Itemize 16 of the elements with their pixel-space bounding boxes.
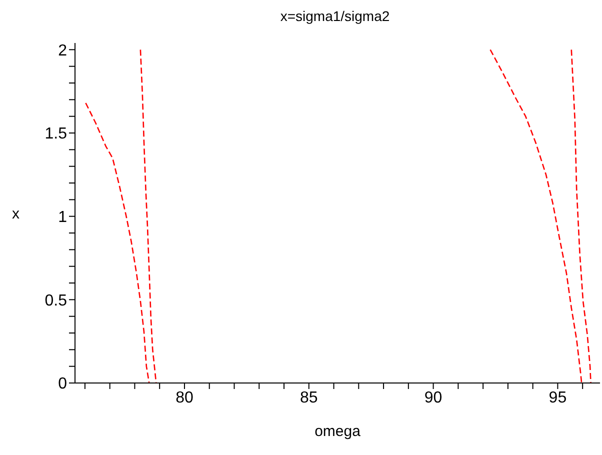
- y-tick-label: 1: [58, 209, 68, 226]
- y-tick-label: 0: [58, 376, 68, 393]
- x-tick-label: 85: [300, 389, 318, 406]
- x-axis-title: omega: [314, 423, 362, 440]
- y-tick-label: 1.5: [44, 126, 68, 143]
- line-series: [570, 49, 592, 383]
- x-tick-label: 95: [548, 389, 567, 406]
- line-series: [140, 49, 157, 383]
- y-axis-title: x: [12, 205, 20, 222]
- line-series: [490, 49, 582, 383]
- line-series: [85, 102, 150, 383]
- x-tick-label: 80: [176, 389, 194, 406]
- y-tick-label: 0.5: [44, 292, 68, 310]
- x-tick-label: 90: [424, 389, 442, 406]
- chart-title: x=sigma1/sigma2: [279, 8, 391, 26]
- y-tick-label: 2: [58, 42, 68, 60]
